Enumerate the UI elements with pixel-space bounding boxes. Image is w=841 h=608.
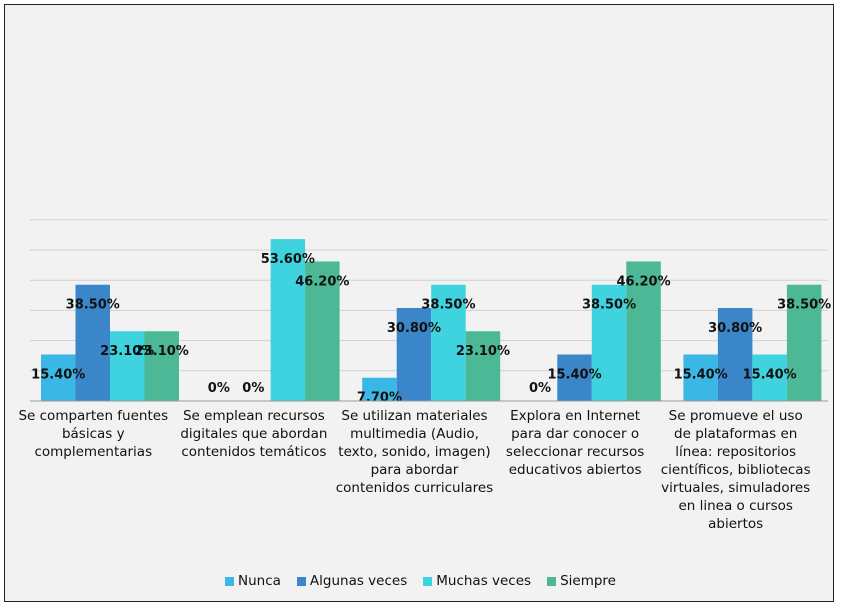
category-label-4: Se promueve el uso de plataformas en línea… (655, 407, 816, 533)
bar-muchas-veces-2 (431, 284, 466, 401)
bar-siempre-3 (626, 261, 661, 401)
category-label-2: Se utilizan materiales multimedia (Audio,… (334, 407, 495, 497)
legend-item-muchas-veces: Muchas veces (423, 573, 531, 589)
bar-muchas-veces-1 (270, 239, 306, 401)
category-label-line: Se promueve el uso (668, 408, 803, 424)
legend-swatch (423, 576, 433, 586)
value-label-nunca-4: 15.40% (674, 367, 728, 382)
legend-label: Siempre (560, 573, 616, 589)
category-label-line: para abordar (370, 462, 459, 478)
category-label-line: contenidos curriculares (335, 480, 494, 496)
value-label-algunas-veces-0: 38.50% (66, 298, 120, 313)
bar-siempre-2 (465, 331, 501, 401)
legend-label: Muchas veces (436, 573, 532, 589)
bar-algunas-veces-0 (75, 284, 110, 401)
bar-algunas-veces-3 (557, 354, 592, 401)
legend-label: Nunca (238, 573, 281, 589)
bars (41, 239, 822, 401)
category-label-line: Se emplean recursos (182, 408, 325, 424)
bar-muchas-veces-4 (752, 354, 787, 401)
chart-frame: 15.40% 38.50% 23.10% 23.10% 0% 0% 53.60% 46.20%… (4, 4, 834, 602)
value-label-nunca-3: 0% (529, 381, 551, 396)
bar-algunas-veces-2 (396, 307, 432, 401)
category-label-line: texto, sonido, imagen) (338, 444, 491, 460)
legend-item-algunas-veces: Algunas veces (296, 573, 408, 589)
category-label-line: línea: repositorios (675, 444, 797, 460)
bar-nunca-4 (683, 354, 718, 401)
legend-swatch (225, 576, 234, 586)
legend-item-nunca: Nunca (225, 573, 281, 589)
category-label-1: Se emplean recursos digitales que abordan… (174, 407, 335, 461)
value-label-siempre-3: 46.20% (616, 274, 670, 289)
category-label-line: de plataformas en (674, 426, 798, 442)
legend-item-siempre: Siempre (547, 573, 616, 589)
bar-nunca-2 (362, 377, 397, 401)
value-label-algunas-veces-2: 30.80% (387, 321, 441, 336)
value-label-siempre-0: 23.10% (135, 344, 189, 359)
category-label-0: Se comparten fuentes básicas y complementa… (13, 407, 174, 461)
value-label-algunas-veces-4: 30.80% (708, 321, 762, 336)
category-label-line: seleccionar recursos (505, 444, 645, 460)
data-labels: 15.40%38.50%23.10%23.10%0% 0%53.60%46.20%… (31, 252, 831, 406)
legend-label: Algunas veces (309, 573, 408, 589)
category-label-line: multimedia (Audio, (350, 426, 479, 442)
category-label-line: Explora en Internet (510, 408, 641, 424)
value-label-siempre-4: 38.50% (777, 298, 831, 313)
value-label-siempre-2: 23.10% (456, 344, 510, 359)
category-label-line: en linea o cursos (678, 498, 793, 514)
bar-siempre-0 (144, 331, 179, 401)
category-label-3: Explora en Internet para dar conocer o sel… (495, 407, 656, 479)
category-label-line: abiertos (708, 516, 764, 532)
legend-swatch (547, 576, 557, 586)
value-label-muchas-veces-0: 23.10% (100, 344, 154, 359)
category-label-line: para dar conocer o (511, 426, 640, 442)
bar-algunas-veces-4 (717, 307, 753, 401)
bar-muchas-veces-0 (110, 331, 145, 401)
value-label-nunca-2: 7.70% (357, 391, 402, 406)
bar-nunca-0 (41, 354, 76, 401)
value-label-muchas-veces-4: 15.40% (743, 367, 797, 382)
category-label-line: científicos, bibliotecas (660, 462, 811, 478)
bar-muchas-veces-3 (591, 284, 627, 401)
category-label-line: educativos abiertos (508, 462, 642, 478)
value-label-nunca-0: 15.40% (31, 367, 85, 382)
legend-swatch (296, 576, 306, 586)
value-label-siempre-1: 46.20% (295, 274, 349, 289)
bar-siempre-1 (305, 261, 340, 401)
value-label-algunas-veces-3: 15.40% (547, 367, 601, 382)
value-label-muchas-veces-1: 53.60% (261, 252, 315, 267)
category-label-line: digitales que abordan (180, 426, 328, 442)
bar-siempre-4 (786, 284, 822, 401)
value-label-nunca-1: 0% (208, 381, 230, 396)
category-label-line: Se utilizan materiales (341, 408, 488, 424)
chart-plot: 15.40%38.50%23.10%23.10%0% 0%53.60%46.20%… (30, 219, 831, 406)
category-label-line: básicas y (61, 426, 125, 442)
category-label-line: complementarias (34, 444, 153, 460)
value-label-algunas-veces-1: 0% (242, 381, 264, 396)
legend: Nunca Algunas veces Muchas veces Siempre (0, 571, 841, 591)
category-label-line: virtuales, simuladores (661, 480, 811, 496)
value-label-muchas-veces-2: 38.50% (421, 298, 475, 313)
category-label-line: Se comparten fuentes (18, 408, 169, 424)
value-label-muchas-veces-3: 38.50% (582, 298, 636, 313)
category-label-line: contenidos temáticos (181, 444, 327, 460)
